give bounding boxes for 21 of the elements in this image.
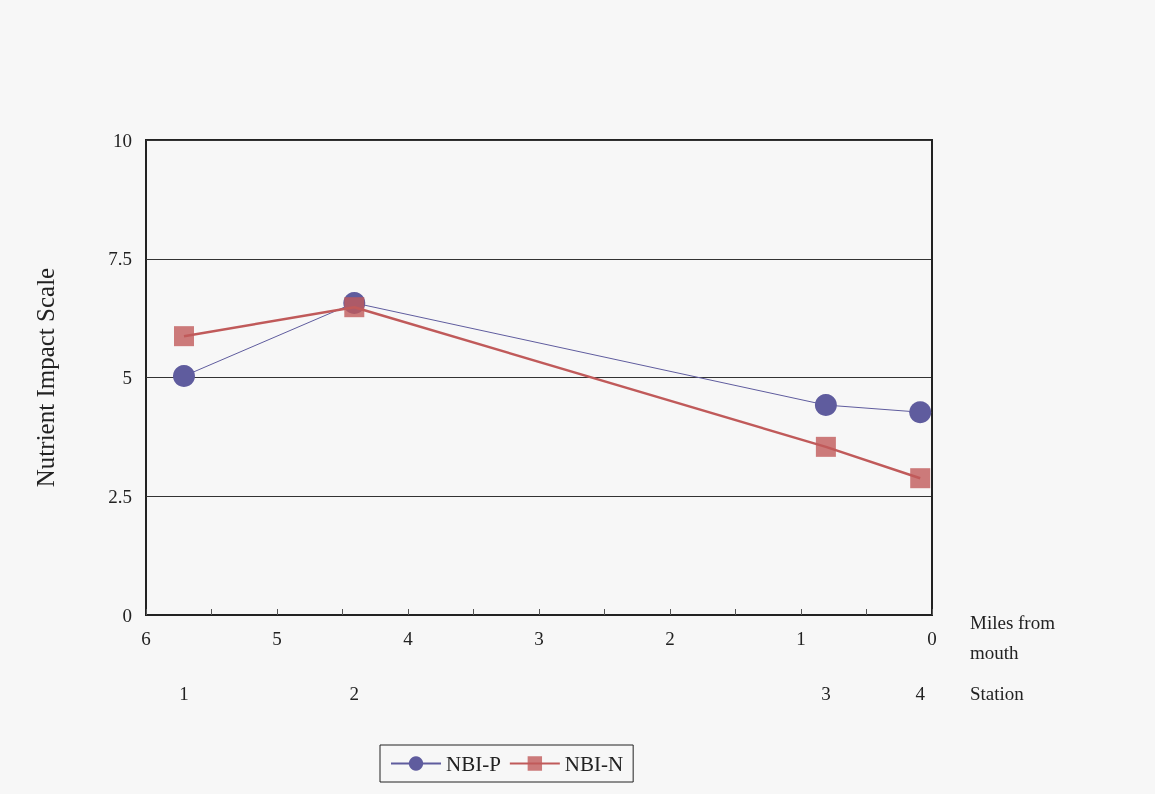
text: 2 <box>349 682 360 704</box>
x-tick-label: 2 <box>665 628 675 649</box>
y-tick-label: 0 <box>122 604 132 626</box>
y-tick-label: 7.5 <box>108 248 132 270</box>
y-tick-label: 2.5 <box>108 485 132 507</box>
x-tick-label: 3 <box>534 628 544 649</box>
legend-label: NBI-P <box>446 751 501 776</box>
x-tick-label: 6 <box>141 628 151 649</box>
x-tick-label: 0 <box>927 628 937 649</box>
x-axis-title: Miles from mouth <box>970 611 1060 663</box>
text: 4 <box>915 682 926 704</box>
y-axis-title: Nutrient Impact Scale <box>32 267 59 488</box>
text: Station <box>970 682 1025 704</box>
y-tick-label: 5 <box>122 367 132 388</box>
x-tick-label: 4 <box>403 628 414 649</box>
y-tick-label: 10 <box>113 129 132 151</box>
legend-label: NBI-N <box>564 751 624 776</box>
text: 3 <box>821 682 831 704</box>
x-tick-label: 5 <box>272 628 282 649</box>
x-tick-label: 1 <box>796 628 806 649</box>
text: 1 <box>179 682 189 704</box>
